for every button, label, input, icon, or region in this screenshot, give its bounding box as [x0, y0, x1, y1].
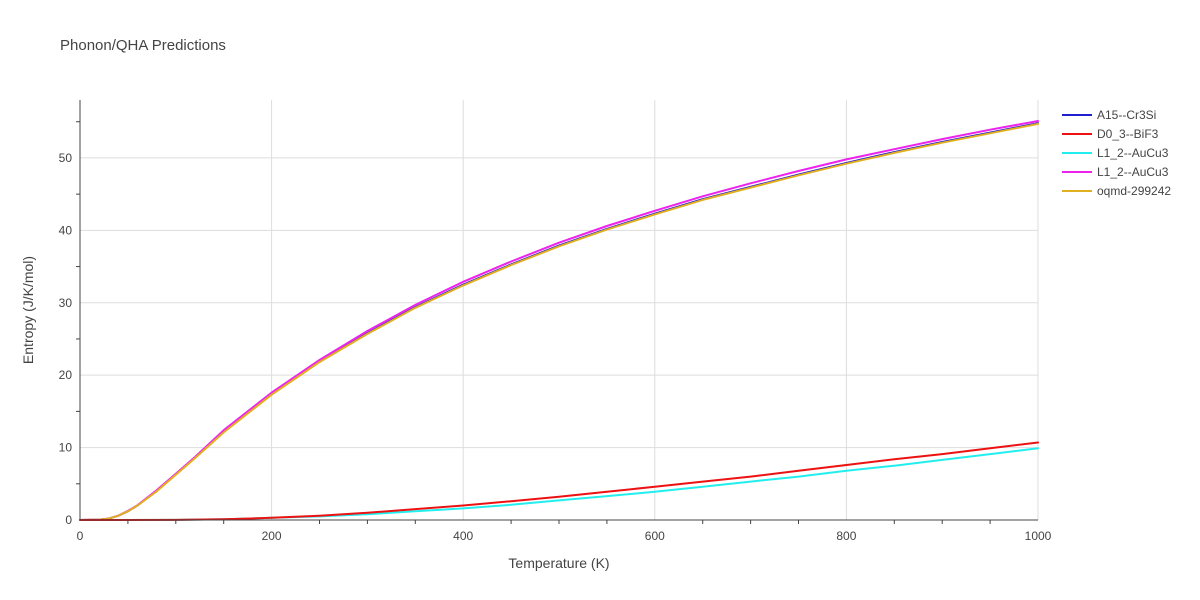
y-tick-label: 50 — [59, 151, 73, 165]
x-tick-label: 0 — [77, 529, 84, 543]
chart-title: Phonon/QHA Predictions — [60, 37, 226, 54]
x-tick-label: 200 — [262, 529, 282, 543]
legend-item-label: L1_2--AuCu3 — [1097, 146, 1169, 160]
legend-item-label: A15--Cr3Si — [1097, 108, 1156, 122]
y-axis-title: Entropy (J/K/mol) — [20, 256, 36, 364]
legend-item-label: oqmd-299242 — [1097, 184, 1171, 198]
x-tick-label: 800 — [836, 529, 856, 543]
x-tick-label: 400 — [453, 529, 473, 543]
grid-layer — [80, 100, 1039, 520]
x-axis-title: Temperature (K) — [508, 555, 609, 571]
legend-item-label: D0_3--BiF3 — [1097, 127, 1159, 141]
series-line — [79, 122, 1039, 521]
legend-item-label: L1_2--AuCu3 — [1097, 165, 1169, 179]
y-tick-label: 10 — [59, 441, 73, 455]
legend: A15--Cr3Si D0_3--BiF3 L1_2--AuCu3 L1_2--AuC… — [1062, 108, 1171, 198]
y-tick-label: 0 — [65, 513, 72, 527]
y-tick-label: 20 — [59, 368, 73, 382]
y-tick-label: 40 — [59, 223, 73, 237]
y-tick-label: 30 — [59, 296, 73, 310]
series-line — [79, 122, 1039, 521]
axes-layer: 0 200 400 600 800 1000 0 10 20 30 40 50 — [59, 100, 1052, 543]
x-tick-label: 600 — [645, 529, 665, 543]
x-tick-label: 1000 — [1025, 529, 1052, 543]
series-layer — [79, 120, 1039, 521]
series-line — [79, 441, 1039, 521]
